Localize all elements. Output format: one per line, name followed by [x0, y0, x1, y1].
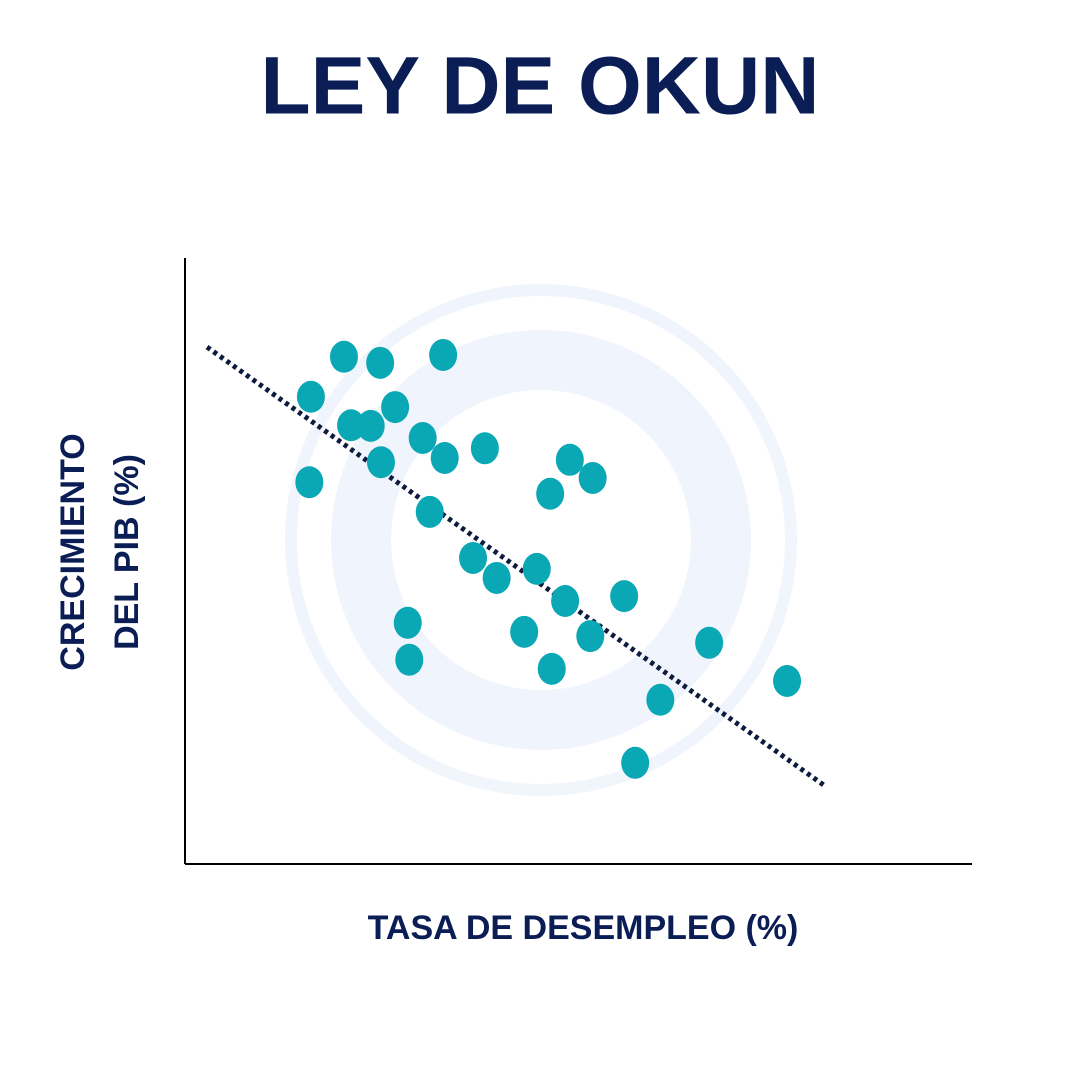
point [459, 541, 488, 574]
point [395, 643, 424, 676]
point [366, 446, 395, 479]
point [578, 461, 607, 494]
point [296, 380, 325, 413]
chart-title: LEY DE OKUN [261, 41, 820, 132]
point [610, 580, 639, 613]
point [381, 391, 410, 424]
point [773, 664, 802, 697]
point [621, 746, 650, 779]
trend-line [205, 345, 827, 788]
point [408, 421, 437, 454]
point [415, 495, 444, 528]
point [695, 626, 724, 659]
point [366, 346, 395, 379]
point [522, 552, 551, 585]
point [393, 606, 422, 639]
x-axis-label: TASA DE DESEMPLEO (%) [368, 909, 799, 947]
watermark [285, 284, 797, 796]
y-axis-label: CRECIMIENTO DEL PIB (%) [54, 433, 146, 670]
point [429, 338, 458, 371]
point [337, 409, 366, 442]
point [482, 561, 511, 594]
point [356, 409, 385, 442]
point [537, 652, 566, 685]
point [646, 683, 675, 716]
y-axis-label-line: DEL PIB (%) [108, 454, 146, 650]
point [470, 432, 499, 465]
y-axis-label-line: CRECIMIENTO [54, 433, 92, 670]
point [430, 441, 459, 474]
point [555, 443, 584, 476]
point [329, 340, 358, 373]
point [551, 584, 580, 617]
point [510, 615, 539, 648]
point [576, 620, 605, 653]
point [536, 477, 565, 510]
point [295, 466, 324, 499]
